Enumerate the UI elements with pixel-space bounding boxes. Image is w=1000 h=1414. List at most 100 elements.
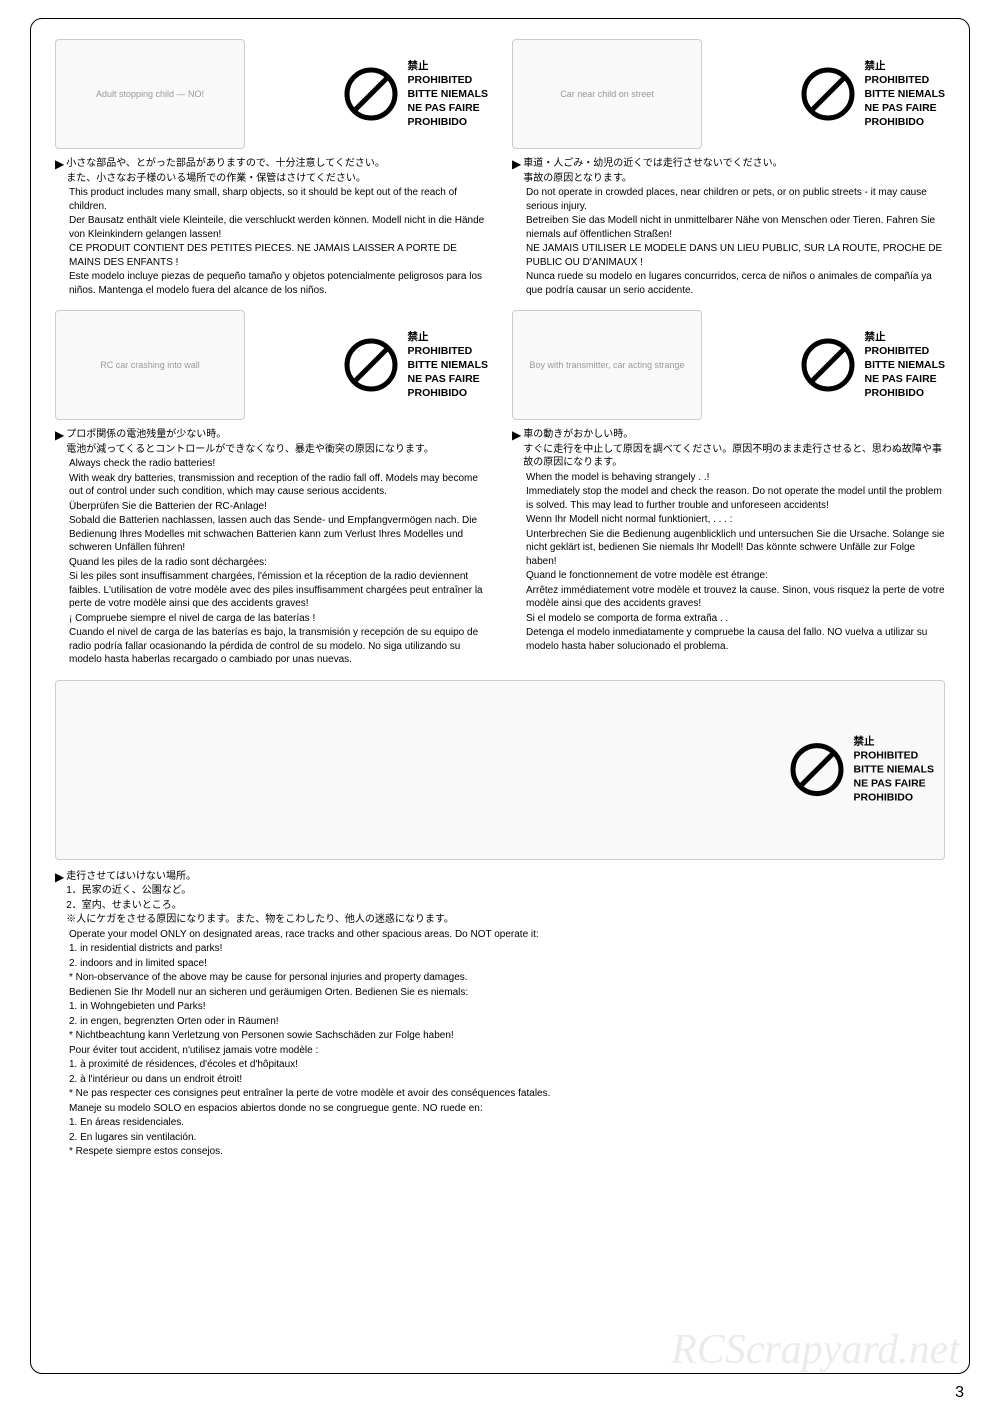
text-jp: 事故の原因となります。 — [523, 172, 782, 186]
text-en: When the model is behaving strangely . .… — [512, 471, 945, 485]
prohibit-block: 禁止 PROHIBITED BITTE NIEMALS NE PAS FAIRE… — [801, 59, 946, 130]
text-fr: NE JAMAIS UTILISER LE MODELE DANS UN LIE… — [512, 242, 945, 269]
prohibit-en: PROHIBITED — [865, 344, 946, 358]
prohibit-de: BITTE NIEMALS — [854, 762, 935, 776]
text-en: Always check the radio batteries! — [55, 457, 488, 471]
text-en: With weak dry batteries, transmission an… — [55, 472, 488, 499]
text-fr: Pour éviter tout accident, n'utilisez ja… — [55, 1044, 945, 1058]
illustration-strange-behavior: Boy with transmitter, car acting strange — [512, 310, 702, 420]
prohibit-block: 禁止 PROHIBITED BITTE NIEMALS NE PAS FAIRE… — [801, 330, 946, 401]
prohibit-es: PROHIBIDO — [408, 386, 489, 400]
prohibit-en: PROHIBITED — [408, 73, 489, 87]
text-fr: Si les piles sont insuffisamment chargée… — [55, 570, 488, 611]
text-jp: 小さな部品や、とがった部品がありますので、十分注意してください。 — [66, 157, 385, 171]
page-frame: Adult stopping child — NO! 禁止 PROHIBITED… — [30, 18, 970, 1374]
prohibit-block: 禁止 PROHIBITED BITTE NIEMALS NE PAS FAIRE… — [344, 330, 489, 401]
text-de: Sobald die Batterien nachlassen, lassen … — [55, 514, 488, 555]
text-es: Si el modelo se comporta de forma extrañ… — [512, 612, 945, 626]
text-fr: Quand les piles de la radio sont décharg… — [55, 556, 488, 570]
illustration-small-parts: Adult stopping child — NO! — [55, 39, 245, 149]
section-1-left: Adult stopping child — NO! 禁止 PROHIBITED… — [55, 39, 488, 298]
prohibit-es: PROHIBIDO — [865, 386, 946, 400]
prohibit-jp: 禁止 — [865, 59, 946, 73]
text-fr: * Ne pas respecter ces consignes peut en… — [55, 1087, 945, 1101]
text-en: Immediately stop the model and check the… — [512, 485, 945, 512]
prohibit-jp: 禁止 — [408, 59, 489, 73]
text-en: Do not operate in crowded places, near c… — [512, 186, 945, 213]
text-fr: Quand le fonctionnement de votre modèle … — [512, 569, 945, 583]
prohibit-es: PROHIBIDO — [865, 115, 946, 129]
text-en: This product includes many small, sharp … — [55, 186, 488, 213]
prohibit-es: PROHIBIDO — [854, 791, 935, 805]
prohibit-fr: NE PAS FAIRE — [854, 777, 935, 791]
text-es: Cuando el nivel de carga de las baterías… — [55, 626, 488, 667]
section-2: RC car crashing into wall 禁止 PROHIBITED … — [55, 310, 945, 668]
text-de: Der Bausatz enthält viele Kleinteile, di… — [55, 214, 488, 241]
prohibit-block: 禁止 PROHIBITED BITTE NIEMALS NE PAS FAIRE… — [344, 59, 489, 130]
text-de: 1. in Wohngebieten und Parks! — [55, 1000, 945, 1014]
prohibit-icon — [801, 67, 855, 121]
prohibit-en: PROHIBITED — [854, 748, 935, 762]
text-es: Nunca ruede su modelo en lugares concurr… — [512, 270, 945, 297]
prohibit-de: BITTE NIEMALS — [865, 87, 946, 101]
text-fr: CE PRODUIT CONTIENT DES PETITES PIECES. … — [55, 242, 488, 269]
illustration-residential: 禁止 PROHIBITED BITTE NIEMALS NE PAS FAIRE… — [55, 680, 945, 860]
text-jp: 2．室内、せまいところ。 — [66, 899, 454, 913]
text-jp: すぐに走行を中止して原因を調べてください。原因不明のまま走行させると、思わぬ故障… — [523, 443, 945, 470]
prohibit-icon — [790, 742, 844, 796]
text-de: Wenn Ihr Modell nicht normal funktionier… — [512, 513, 945, 527]
text-jp: 1．民家の近く、公園など。 — [66, 884, 454, 898]
text-jp: プロポ関係の電池残量が少ない時。 — [66, 428, 434, 442]
prohibit-de: BITTE NIEMALS — [865, 358, 946, 372]
text-fr: Arrêtez immédiatement votre modèle et tr… — [512, 584, 945, 611]
text-de: Überprüfen Sie die Batterien der RC-Anla… — [55, 500, 488, 514]
text-de: 2. in engen, begrenzten Orten oder in Rä… — [55, 1015, 945, 1029]
text-es: Maneje su modelo SOLO en espacios abiert… — [55, 1102, 945, 1116]
prohibit-fr: NE PAS FAIRE — [865, 372, 946, 386]
prohibit-es: PROHIBIDO — [408, 115, 489, 129]
prohibit-fr: NE PAS FAIRE — [408, 101, 489, 115]
text-de: * Nichtbeachtung kann Verletzung von Per… — [55, 1029, 945, 1043]
text-en: 2. indoors and in limited space! — [55, 957, 945, 971]
text-en: 1. in residential districts and parks! — [55, 942, 945, 956]
section-1-right: Car near child on street 禁止 PROHIBITED B… — [512, 39, 945, 298]
prohibit-en: PROHIBITED — [865, 73, 946, 87]
text-en: Operate your model ONLY on designated ar… — [55, 928, 945, 942]
page-number: 3 — [955, 1384, 964, 1402]
prohibit-jp: 禁止 — [408, 330, 489, 344]
prohibit-de: BITTE NIEMALS — [408, 358, 489, 372]
prohibit-jp: 禁止 — [854, 734, 935, 748]
text-jp: 車の動きがおかしい時。 — [523, 428, 945, 442]
text-jp: 車道・人ごみ・幼児の近くでは走行させないでください。 — [523, 157, 782, 171]
text-jp: 走行させてはいけない場所。 — [66, 870, 454, 884]
section-2-right: Boy with transmitter, car acting strange… — [512, 310, 945, 668]
prohibit-icon — [801, 338, 855, 392]
text-fr: 2. à l'intérieur ou dans un endroit étro… — [55, 1073, 945, 1087]
section-3: 禁止 PROHIBITED BITTE NIEMALS NE PAS FAIRE… — [55, 680, 945, 1159]
prohibit-en: PROHIBITED — [408, 344, 489, 358]
prohibit-fr: NE PAS FAIRE — [408, 372, 489, 386]
text-es: 1. En áreas residenciales. — [55, 1116, 945, 1130]
text-jp: ※人にケガをさせる原因になります。また、物をこわしたり、他人の迷惑になります。 — [66, 913, 454, 927]
text-es: Detenga el modelo inmediatamente y compr… — [512, 626, 945, 653]
illustration-wall-crash: RC car crashing into wall — [55, 310, 245, 420]
text-es: 2. En lugares sin ventilación. — [55, 1131, 945, 1145]
prohibit-fr: NE PAS FAIRE — [865, 101, 946, 115]
prohibit-block: 禁止 PROHIBITED BITTE NIEMALS NE PAS FAIRE… — [790, 734, 935, 805]
text-de: Betreiben Sie das Modell nicht in unmitt… — [512, 214, 945, 241]
section-2-left: RC car crashing into wall 禁止 PROHIBITED … — [55, 310, 488, 668]
section-1: Adult stopping child — NO! 禁止 PROHIBITED… — [55, 39, 945, 298]
prohibit-de: BITTE NIEMALS — [408, 87, 489, 101]
text-es: * Respete siempre estos consejos. — [55, 1145, 945, 1159]
text-en: * Non-observance of the above may be cau… — [55, 971, 945, 985]
text-es: Este modelo incluye piezas de pequeño ta… — [55, 270, 488, 297]
illustration-street: Car near child on street — [512, 39, 702, 149]
text-de: Bedienen Sie Ihr Modell nur an sicheren … — [55, 986, 945, 1000]
text-fr: 1. à proximité de résidences, d'écoles e… — [55, 1058, 945, 1072]
text-jp: 電池が減ってくるとコントロールができなくなり、暴走や衝突の原因になります。 — [66, 443, 434, 457]
text-es: ¡ Compruebe siempre el nivel de carga de… — [55, 612, 488, 626]
text-jp: また、小さなお子様のいる場所での作業・保管はさけてください。 — [66, 172, 385, 186]
prohibit-jp: 禁止 — [865, 330, 946, 344]
prohibit-icon — [344, 67, 398, 121]
text-de: Unterbrechen Sie die Bedienung augenblic… — [512, 528, 945, 569]
